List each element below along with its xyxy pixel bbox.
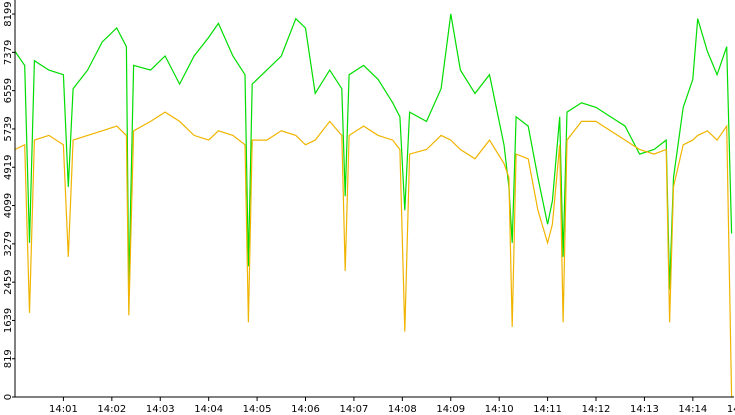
x-tick-label: 14:07 xyxy=(340,404,369,415)
y-tick-label: 819 xyxy=(3,349,14,368)
y-tick-label: 4919 xyxy=(3,155,14,180)
x-tick-label: 14:06 xyxy=(291,404,320,415)
x-tick-label: 14:01 xyxy=(49,404,78,415)
x-tick-label: 14:12 xyxy=(582,404,611,415)
y-tick-label: 3279 xyxy=(3,231,14,256)
x-tick-label: 14:02 xyxy=(97,404,126,415)
x-tick-label: 14:10 xyxy=(485,404,514,415)
x-tick-label: 14:14 xyxy=(678,404,707,415)
y-tick-label: 2459 xyxy=(3,269,14,294)
x-tick-label: 14:13 xyxy=(630,404,659,415)
y-tick-label: 4099 xyxy=(3,193,14,218)
x-tick-label: 14:08 xyxy=(388,404,417,415)
y-tick-label: 7379 xyxy=(3,40,14,65)
y-tick-label: 1639 xyxy=(3,308,14,333)
y-tick-label: 8199 xyxy=(3,1,14,26)
series-line xyxy=(14,111,733,398)
y-tick-label: 5739 xyxy=(3,116,14,141)
y-tick-label: 6559 xyxy=(3,78,14,103)
x-tick-label: 14:15 xyxy=(727,404,735,415)
x-tick-label: 14:05 xyxy=(243,404,272,415)
y-tick-label: 0 xyxy=(3,394,14,400)
x-tick-label: 14:03 xyxy=(146,404,175,415)
x-tick-label: 14:04 xyxy=(194,404,223,415)
x-tick-label: 14:09 xyxy=(436,404,465,415)
x-tick-label: 14:11 xyxy=(533,404,562,415)
